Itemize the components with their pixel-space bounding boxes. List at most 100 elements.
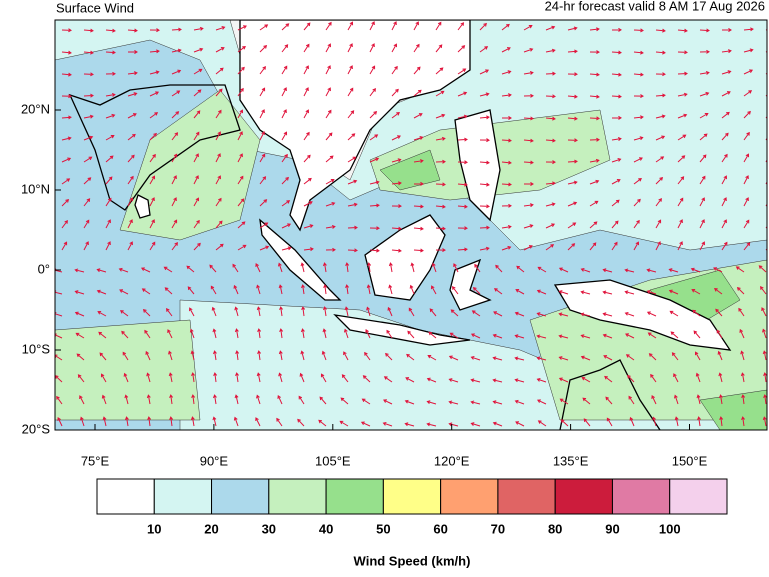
wind-arrow	[127, 219, 133, 229]
wind-arrow	[501, 182, 512, 187]
wind-arrow	[361, 398, 371, 405]
wind-arrow	[259, 44, 268, 53]
wind-arrow	[523, 70, 534, 75]
wind-arrow	[536, 399, 547, 405]
wind-arrow	[691, 289, 701, 295]
wind-arrow	[256, 394, 261, 405]
wind-arrow	[470, 356, 481, 361]
wind-arrow	[320, 373, 327, 383]
zone-strong	[379, 149, 767, 430]
wind-arrow	[677, 28, 688, 33]
coastline-borneo	[364, 214, 446, 301]
wind-arrow	[633, 198, 641, 207]
wind-arrow	[741, 394, 746, 405]
wind-arrow	[651, 394, 657, 405]
wind-arrow	[677, 113, 688, 119]
wind-arrow	[347, 225, 358, 230]
wind-arrow	[567, 138, 578, 143]
wind-arrow	[514, 399, 525, 405]
wind-arrow	[367, 262, 372, 273]
wind-arrow	[122, 351, 129, 361]
wind-arrow	[536, 289, 547, 295]
wind-arrow	[234, 328, 239, 339]
wind-arrow	[168, 372, 173, 383]
wind-arrow	[655, 135, 666, 141]
wind-arrow	[721, 70, 732, 75]
color-label: 40	[319, 521, 333, 536]
wind-arrow	[762, 416, 767, 427]
wind-arrow	[479, 92, 490, 97]
wind-arrow	[127, 241, 133, 251]
wind-arrow	[545, 138, 556, 143]
wind-arrow	[674, 416, 679, 427]
wind-arrow	[105, 28, 116, 33]
wind-arrow	[215, 131, 221, 141]
wind-arrow	[671, 352, 679, 361]
wind-arrow	[369, 226, 380, 231]
wind-arrow	[453, 263, 459, 273]
wind-arrow	[303, 154, 311, 163]
wind-arrow	[56, 395, 63, 405]
wind-arrow	[580, 312, 591, 317]
wind-arrow	[699, 70, 710, 75]
color-label: 10	[147, 521, 161, 536]
wind-arrow	[580, 334, 591, 339]
wind-arrow	[457, 22, 465, 31]
wind-arrow	[693, 330, 701, 339]
wind-arrow	[215, 175, 221, 185]
wind-arrow	[589, 137, 600, 142]
wind-arrow	[501, 70, 512, 75]
wind-arrow	[408, 307, 415, 317]
wind-arrow	[255, 263, 261, 273]
lon-label: 135°E	[553, 453, 589, 468]
wind-arrow	[448, 355, 459, 361]
wind-arrow	[369, 21, 375, 31]
wind-arrow	[479, 22, 487, 31]
color-box	[268, 478, 327, 515]
wind-arrow	[347, 65, 353, 75]
wind-arrow	[760, 286, 767, 295]
wind-arrow	[758, 265, 767, 273]
wind-arrow	[171, 111, 180, 119]
wind-arrow	[281, 87, 287, 97]
wind-arrow	[74, 268, 85, 273]
wind-arrow	[171, 69, 182, 75]
wind-arrow	[413, 113, 423, 119]
wind-arrow	[83, 219, 90, 229]
wind-arrow	[560, 419, 569, 427]
wind-arrow	[523, 24, 533, 31]
wind-arrow	[297, 418, 305, 427]
wind-arrow	[256, 306, 261, 317]
wind-arrow	[655, 241, 661, 251]
wind-arrow	[545, 202, 556, 207]
wind-arrow	[583, 418, 591, 427]
color-box	[382, 478, 442, 515]
wind-arrow	[149, 175, 156, 185]
wind-arrow	[740, 372, 745, 383]
wind-arrow	[495, 264, 503, 273]
wind-arrow	[347, 21, 354, 31]
wind-arrow	[391, 88, 399, 97]
wind-arrow	[692, 309, 701, 317]
wind-arrow	[699, 197, 705, 207]
wind-arrow	[407, 330, 415, 339]
wind-arrow	[677, 241, 683, 251]
coastline-philippines	[454, 109, 501, 222]
coastline-australia	[559, 359, 661, 430]
wind-arrow	[215, 220, 223, 229]
wind-arrow	[215, 26, 226, 31]
title: Surface Wind	[56, 0, 134, 15]
lat-labels: 20°N 10°N 0° 10°S 20°S	[21, 101, 61, 436]
wind-arrow	[83, 135, 94, 141]
wind-arrow	[77, 374, 85, 383]
wind-arrow	[762, 350, 767, 361]
wind-arrow	[501, 160, 512, 165]
wind-arrow	[624, 311, 635, 317]
wind-arrow	[382, 421, 393, 427]
wind-arrow	[61, 28, 72, 33]
wind-arrow	[611, 27, 622, 32]
wind-arrow	[431, 285, 437, 295]
wind-arrow	[580, 267, 591, 273]
wind-arrow	[391, 21, 397, 31]
wind-arrow	[391, 226, 402, 231]
